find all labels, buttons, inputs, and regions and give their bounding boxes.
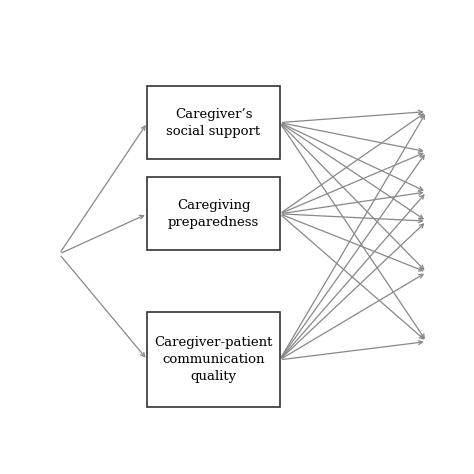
Text: Caregiving
preparedness: Caregiving preparedness (168, 199, 259, 229)
Text: Caregiver’s
social support: Caregiver’s social support (166, 108, 261, 137)
Text: Caregiver-patient
communication
quality: Caregiver-patient communication quality (155, 337, 273, 383)
Bar (147, 177, 280, 250)
Bar (147, 86, 280, 159)
Bar (147, 312, 280, 407)
